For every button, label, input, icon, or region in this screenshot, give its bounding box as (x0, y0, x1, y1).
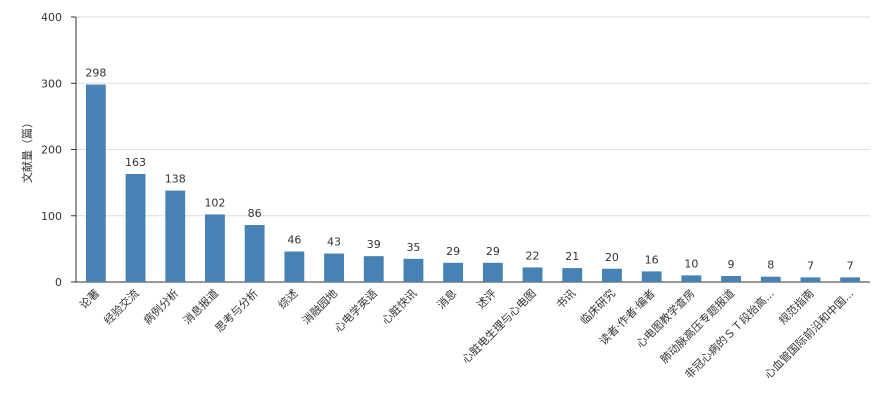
category-label: 书讯 (554, 287, 579, 312)
bar[interactable] (562, 268, 583, 282)
y-tick-label: 0 (55, 276, 62, 289)
category-label: 心脏快讯 (379, 287, 419, 327)
data-label: 46 (287, 234, 301, 247)
data-label: 86 (248, 207, 262, 220)
y-tick-label: 300 (41, 77, 62, 90)
data-label: 8 (767, 259, 774, 272)
bar[interactable] (840, 277, 861, 282)
category-label: 消息 (434, 286, 459, 311)
y-tick-label: 100 (41, 210, 62, 223)
bar[interactable] (165, 190, 186, 282)
data-label: 7 (807, 259, 814, 272)
category-label: 述评 (474, 287, 499, 312)
bar[interactable] (602, 268, 622, 282)
data-label: 102 (204, 196, 225, 209)
bar[interactable] (681, 275, 702, 282)
bar[interactable] (721, 276, 741, 282)
data-label: 29 (446, 245, 460, 258)
data-label: 10 (684, 257, 698, 270)
category-label: 消融园地 (299, 286, 340, 327)
category-label: 综述 (275, 286, 300, 311)
data-label: 298 (85, 67, 106, 80)
data-label: 9 (728, 258, 735, 271)
category-label: 心电学英语 (331, 286, 380, 335)
bar[interactable] (403, 258, 424, 282)
data-label: 35 (406, 241, 420, 254)
bars (85, 84, 861, 282)
data-label: 22 (526, 249, 540, 262)
y-tick-label: 400 (41, 11, 62, 24)
category-label: 病例分析 (140, 286, 181, 327)
data-label: 29 (486, 245, 500, 258)
bar[interactable] (284, 251, 305, 282)
data-labels: 298 163 138 102 86 46 43 39 35 29 29 22 21 20 16 10 9 8 7 7 (85, 67, 853, 273)
y-tick-labels: 0 100 200 300 400 (41, 11, 76, 289)
bar[interactable] (363, 256, 384, 282)
category-label: 肺动脉高压专题报道 (657, 286, 737, 366)
bar[interactable] (482, 262, 503, 282)
data-label: 163 (125, 156, 146, 169)
category-label: 消息报道 (180, 286, 221, 327)
y-axis-label: 文献量（篇） (20, 117, 34, 183)
category-label: 规范指南 (776, 286, 817, 327)
bar[interactable] (641, 271, 662, 282)
data-label: 39 (367, 238, 381, 251)
data-label: 20 (605, 251, 619, 264)
data-label: 43 (327, 236, 341, 249)
bar[interactable] (760, 276, 781, 282)
bar[interactable] (244, 225, 265, 282)
bar[interactable] (443, 262, 464, 282)
category-label: 心脏电生理与心电图 (459, 286, 539, 366)
bar[interactable] (800, 277, 821, 282)
bar[interactable] (522, 267, 543, 282)
bar[interactable] (205, 214, 225, 282)
category-label: 经验交流 (101, 286, 142, 327)
bar[interactable] (324, 253, 344, 282)
data-label: 16 (645, 253, 659, 266)
grid-lines (76, 16, 870, 217)
bar[interactable] (85, 84, 106, 282)
data-label: 138 (165, 173, 186, 186)
bar[interactable] (125, 174, 146, 282)
data-label: 7 (847, 259, 854, 272)
category-label: 临床研究 (577, 286, 618, 327)
data-label: 21 (565, 250, 579, 263)
category-label: 思考与分析 (212, 286, 261, 335)
category-label: 论著 (77, 286, 102, 311)
y-tick-label: 200 (41, 144, 62, 157)
